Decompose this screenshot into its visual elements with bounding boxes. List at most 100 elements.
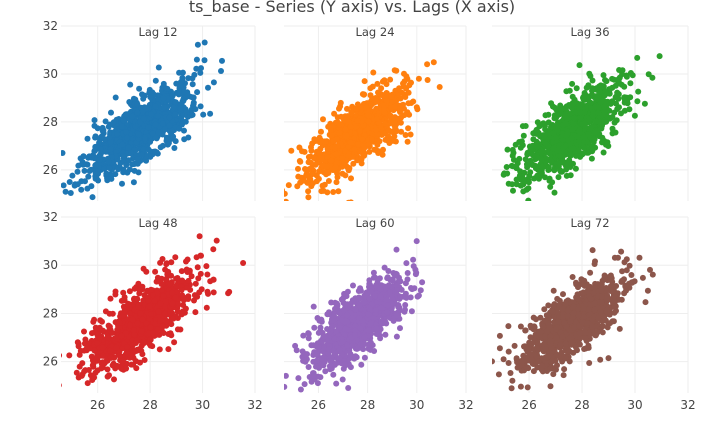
data-point (524, 161, 530, 168)
data-point (361, 145, 367, 152)
data-point (561, 366, 568, 373)
data-point (599, 134, 606, 141)
data-point (417, 287, 424, 294)
data-point (575, 147, 582, 154)
data-point (125, 157, 132, 164)
data-point (333, 151, 340, 158)
data-point (285, 182, 292, 189)
data-point (366, 277, 373, 284)
data-point (336, 121, 343, 128)
data-point (105, 123, 112, 130)
data-point (573, 85, 580, 92)
data-point (329, 317, 336, 324)
data-point (183, 258, 189, 265)
data-point (371, 348, 378, 354)
data-point (159, 120, 166, 127)
data-point (108, 354, 115, 361)
data-point (102, 148, 109, 155)
data-point (98, 133, 105, 140)
data-point (616, 104, 622, 111)
data-point (611, 76, 618, 83)
data-point (587, 73, 594, 79)
data-point (95, 168, 102, 175)
data-point (511, 342, 518, 349)
data-point (350, 160, 357, 167)
x-tick-label: 28 (360, 398, 375, 412)
data-point (589, 247, 596, 254)
data-point (567, 164, 574, 170)
data-point (335, 188, 342, 195)
data-point (404, 138, 411, 145)
data-point (318, 138, 325, 144)
data-point (505, 348, 512, 355)
data-point (585, 131, 592, 137)
data-point (152, 148, 159, 155)
data-point (542, 174, 548, 181)
data-point (193, 65, 200, 72)
data-point (196, 233, 203, 240)
data-point (197, 69, 204, 76)
data-point (85, 367, 92, 373)
data-point (344, 312, 351, 319)
data-point (352, 323, 358, 330)
data-point (135, 280, 142, 287)
data-point (305, 330, 312, 337)
data-point (642, 299, 649, 306)
data-point (345, 166, 352, 173)
data-point (125, 144, 132, 151)
data-point (405, 100, 412, 107)
data-point (609, 98, 616, 105)
data-point (108, 175, 115, 182)
figure-title: ts_base - Series (Y axis) vs. Lags (X ax… (189, 0, 515, 17)
data-point (184, 113, 191, 120)
data-point (204, 271, 211, 278)
data-point (397, 119, 404, 126)
data-point (178, 268, 185, 275)
data-point (533, 138, 540, 145)
data-point (284, 198, 289, 201)
data-point (351, 146, 358, 153)
data-point (325, 178, 332, 184)
data-point (517, 182, 524, 189)
data-point (367, 320, 374, 327)
data-point (372, 274, 379, 281)
data-point (171, 339, 178, 346)
data-point (328, 132, 335, 139)
data-point (109, 329, 116, 336)
data-point (137, 359, 143, 366)
data-point (385, 127, 392, 134)
data-point (172, 111, 179, 118)
data-point (310, 303, 317, 310)
data-point (603, 107, 610, 113)
data-point (348, 110, 355, 117)
data-point (120, 117, 127, 124)
data-point (574, 133, 581, 140)
data-point (312, 138, 319, 144)
data-point (546, 130, 552, 137)
points (492, 247, 656, 392)
data-point (133, 347, 140, 354)
data-point (350, 282, 356, 289)
data-point (599, 329, 606, 336)
data-point (560, 372, 567, 379)
data-point (619, 268, 626, 275)
data-point (318, 128, 324, 135)
data-point (508, 162, 515, 169)
data-point (193, 56, 200, 63)
data-point (152, 103, 159, 110)
x-tick-label: 30 (409, 398, 424, 412)
data-point (402, 302, 409, 308)
data-point (91, 374, 98, 381)
data-point (163, 260, 170, 267)
data-point (381, 105, 387, 112)
data-point (381, 77, 388, 84)
panel-2: Lag 24 (284, 25, 467, 201)
data-point (509, 152, 516, 159)
data-point (373, 115, 380, 122)
data-point (288, 147, 295, 154)
data-point (545, 111, 552, 118)
data-point (333, 380, 340, 387)
data-point (649, 74, 656, 81)
